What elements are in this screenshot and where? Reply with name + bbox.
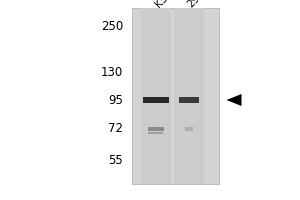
Bar [143, 97, 169, 103]
Text: 95: 95 [108, 94, 123, 106]
Bar [132, 8, 219, 184]
Bar [179, 97, 199, 103]
Text: 55: 55 [108, 154, 123, 166]
Text: 250: 250 [101, 20, 123, 32]
Text: 72: 72 [108, 121, 123, 134]
Bar [174, 8, 204, 184]
Bar [185, 127, 193, 131]
Text: 130: 130 [101, 66, 123, 78]
Bar [148, 132, 163, 134]
Bar [148, 127, 164, 131]
Polygon shape [226, 94, 242, 106]
Text: 293: 293 [186, 0, 207, 9]
Text: K562: K562 [153, 0, 179, 9]
Bar [141, 8, 171, 184]
